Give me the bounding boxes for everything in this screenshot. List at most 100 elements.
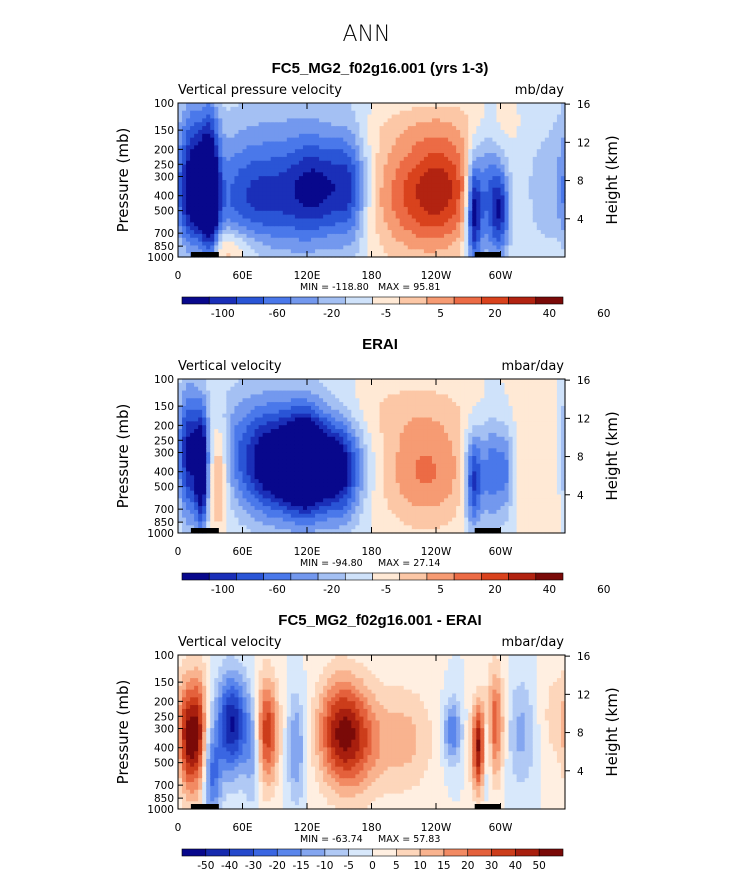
panel-1-cell bbox=[194, 226, 199, 231]
panel-1-cell bbox=[387, 114, 393, 119]
panel-1-cell bbox=[258, 122, 264, 127]
panel-1-cell bbox=[512, 172, 518, 177]
panel-1-cell bbox=[319, 129, 324, 135]
panel-1-cell bbox=[327, 245, 332, 250]
panel-1-cell bbox=[327, 210, 332, 216]
panel-2-cell bbox=[266, 482, 272, 488]
panel-1-cell bbox=[552, 206, 558, 212]
panel-1-cell bbox=[456, 114, 461, 119]
panel-1-cell bbox=[504, 118, 510, 123]
panel-1-cell bbox=[355, 122, 361, 127]
panel-1-cell bbox=[480, 164, 485, 170]
panel-1-cell bbox=[214, 195, 219, 200]
panel-1-cell bbox=[387, 233, 393, 239]
panel-2-cell bbox=[218, 405, 223, 411]
panel-1-cell bbox=[182, 218, 187, 223]
panel-1-cell bbox=[347, 183, 352, 189]
panel-1-cell bbox=[544, 253, 550, 258]
panel-1-cell bbox=[387, 183, 393, 189]
panel-1-cell bbox=[206, 133, 211, 139]
panel-1-cell bbox=[419, 180, 425, 185]
panel-1-cell bbox=[339, 191, 344, 196]
panel-2-cell bbox=[274, 425, 280, 430]
panel-1-cell bbox=[375, 176, 381, 181]
panel-1-cell bbox=[190, 249, 195, 254]
panel-1-cell bbox=[456, 103, 461, 108]
panel-1-cell bbox=[218, 222, 223, 227]
panel-1-cell bbox=[508, 218, 514, 223]
panel-1-cell bbox=[375, 249, 381, 254]
panel-1-cell bbox=[294, 241, 300, 247]
panel-2-cell bbox=[234, 502, 240, 507]
panel-1-cell bbox=[307, 222, 312, 227]
panel-1-cell bbox=[226, 183, 232, 189]
panel-2-cell bbox=[266, 417, 272, 422]
panel-1-cell bbox=[496, 237, 502, 243]
panel-1-cell bbox=[484, 214, 490, 220]
panel-1-cell bbox=[431, 122, 437, 127]
panel-1-cell bbox=[496, 133, 502, 139]
panel-1-cell bbox=[294, 172, 300, 177]
panel-1-cell bbox=[250, 187, 256, 193]
panel-1-cell bbox=[371, 245, 377, 250]
panel-1-cell bbox=[492, 129, 498, 135]
panel-2-cell bbox=[278, 456, 284, 461]
panel-1-cell bbox=[270, 126, 276, 131]
panel-1-cell bbox=[206, 206, 211, 212]
panel-1-cell bbox=[456, 160, 461, 166]
panel-1-cell bbox=[210, 233, 215, 239]
panel-1-cell bbox=[403, 160, 409, 166]
panel-2-cell bbox=[226, 475, 232, 480]
panel-1-cell bbox=[423, 129, 429, 135]
panel-1-cell bbox=[327, 103, 332, 108]
panel-2-cell bbox=[254, 425, 260, 430]
panel-1-cell bbox=[278, 195, 284, 200]
panel-1-cell bbox=[246, 141, 252, 146]
panel-2-cell bbox=[230, 444, 236, 449]
panel-1-cell bbox=[226, 114, 232, 119]
panel-1-cell bbox=[298, 203, 304, 208]
panel-1-cell bbox=[460, 156, 465, 162]
panel-1-cell bbox=[351, 126, 356, 131]
panel-1-cell bbox=[431, 106, 437, 112]
panel-1-cell bbox=[262, 122, 268, 127]
panel-1-cell bbox=[431, 133, 437, 139]
panel-1-cell bbox=[556, 203, 562, 208]
panel-1-cell bbox=[520, 245, 526, 250]
panel-1-cell bbox=[343, 103, 348, 108]
panel-1-cell bbox=[258, 156, 264, 162]
panel-1-cell bbox=[484, 230, 490, 235]
panel-1-cell bbox=[323, 160, 328, 166]
panel-1-cell bbox=[423, 141, 429, 146]
panel-1-cell bbox=[270, 218, 276, 223]
panel-1-cell bbox=[294, 214, 300, 220]
panel-1-cell bbox=[178, 210, 183, 216]
panel-1-cell bbox=[339, 118, 344, 123]
panel-1-cell bbox=[456, 122, 461, 127]
panel-1-cell bbox=[339, 180, 344, 185]
panel-1-cell bbox=[323, 129, 328, 135]
panel-1-cell bbox=[375, 233, 381, 239]
panel-1-cell bbox=[290, 226, 296, 231]
panel-1-cell bbox=[407, 245, 413, 250]
panel-2-cell bbox=[218, 463, 223, 469]
panel-2-cell bbox=[250, 502, 256, 507]
panel-1-cell bbox=[399, 245, 405, 250]
panel-1-cell bbox=[444, 129, 449, 135]
panel-2-cell bbox=[178, 498, 183, 503]
panel-1-cell bbox=[282, 141, 288, 146]
panel-1-cell bbox=[319, 218, 324, 223]
panel-1-cell bbox=[460, 176, 465, 181]
panel-2-cell bbox=[254, 402, 260, 407]
panel-2-cell bbox=[214, 456, 219, 461]
panel-1-cell bbox=[327, 122, 332, 127]
panel-2-cell bbox=[266, 490, 272, 496]
panel-1-cell bbox=[415, 103, 421, 108]
panel-1-cell bbox=[347, 203, 352, 208]
panel-1-cell bbox=[427, 203, 433, 208]
panel-1-cell bbox=[311, 241, 316, 247]
panel-1-cell bbox=[210, 126, 215, 131]
panel-1-cell bbox=[444, 253, 449, 258]
panel-1-cell bbox=[286, 164, 292, 170]
